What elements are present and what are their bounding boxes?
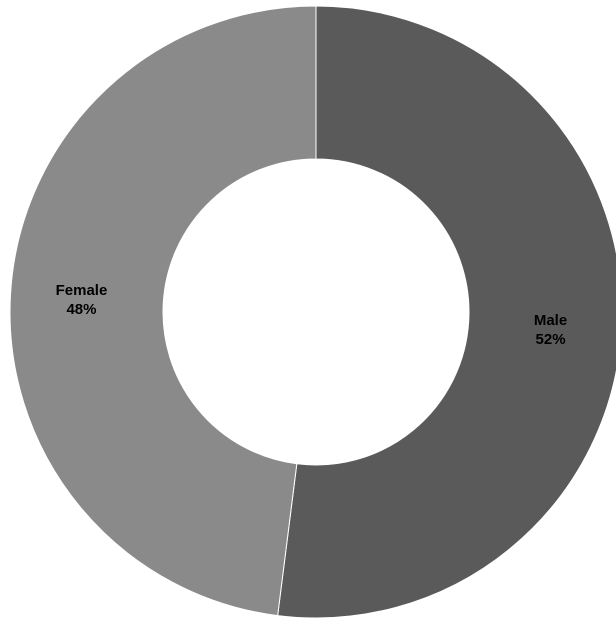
slice-value-label: 52%	[536, 331, 566, 348]
slice-male	[277, 5, 616, 619]
slice-female	[9, 5, 317, 617]
donut-slices	[9, 5, 616, 619]
slice-category-label: Female	[56, 282, 108, 299]
slice-value-label: 48%	[66, 301, 96, 318]
slice-label-male: Male 52%	[534, 312, 567, 348]
slice-label-female: Female 48%	[56, 282, 108, 318]
slice-category-label: Male	[534, 312, 567, 329]
slice-labels: Male 52% Female 48%	[56, 282, 568, 348]
